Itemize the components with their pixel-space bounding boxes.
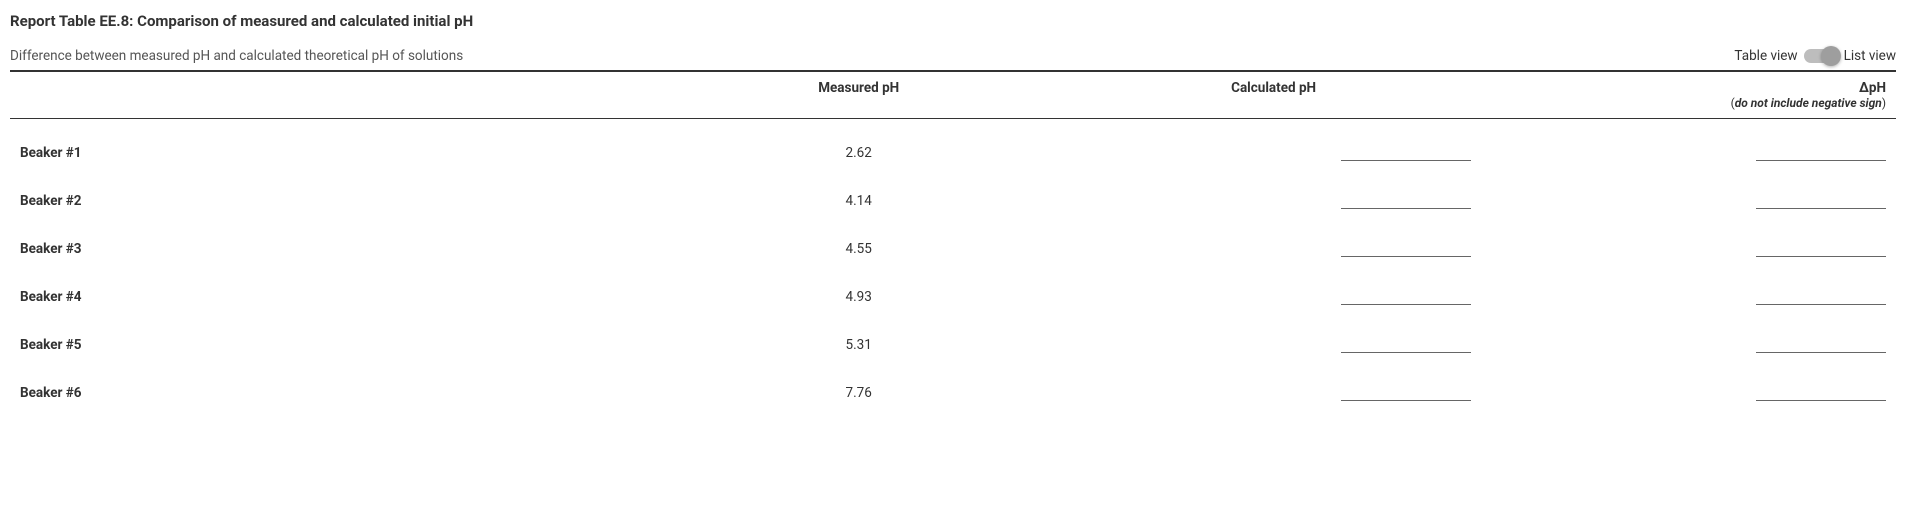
delta-header-note: (do not include negative sign): [1491, 96, 1886, 110]
measured-value: 7.76: [651, 359, 1066, 407]
delta-cell: [1481, 263, 1896, 311]
delta-input[interactable]: [1756, 141, 1886, 161]
view-toggle: Table view List view: [1734, 48, 1896, 64]
table-row: Beaker #34.55: [10, 215, 1896, 263]
calculated-cell: [1066, 167, 1481, 215]
delta-input[interactable]: [1756, 285, 1886, 305]
table-row: Beaker #24.14: [10, 167, 1896, 215]
ph-table: Measured pH Calculated pH ΔpH (do not in…: [10, 70, 1896, 407]
calculated-input[interactable]: [1341, 141, 1471, 161]
col-delta: ΔpH (do not include negative sign): [1481, 71, 1896, 119]
row-label: Beaker #3: [10, 215, 651, 263]
top-row: Difference between measured pH and calcu…: [10, 48, 1896, 64]
table-header-row: Measured pH Calculated pH ΔpH (do not in…: [10, 71, 1896, 119]
report-title: Report Table EE.8: Comparison of measure…: [10, 12, 1896, 30]
delta-cell: [1481, 119, 1896, 168]
delta-input[interactable]: [1756, 237, 1886, 257]
calculated-input[interactable]: [1341, 333, 1471, 353]
delta-header-text: ΔpH: [1859, 80, 1886, 96]
delta-input[interactable]: [1756, 381, 1886, 401]
measured-value: 4.14: [651, 167, 1066, 215]
calculated-cell: [1066, 359, 1481, 407]
row-label: Beaker #5: [10, 311, 651, 359]
measured-value: 5.31: [651, 311, 1066, 359]
list-view-label: List view: [1844, 48, 1896, 64]
calculated-cell: [1066, 311, 1481, 359]
table-row: Beaker #55.31: [10, 311, 1896, 359]
row-label: Beaker #6: [10, 359, 651, 407]
report-subtitle: Difference between measured pH and calcu…: [10, 48, 463, 64]
measured-value: 4.93: [651, 263, 1066, 311]
delta-cell: [1481, 311, 1896, 359]
col-calculated: Calculated pH: [1066, 71, 1481, 119]
measured-value: 2.62: [651, 119, 1066, 168]
calculated-cell: [1066, 119, 1481, 168]
switch-knob: [1821, 46, 1841, 66]
calculated-cell: [1066, 215, 1481, 263]
col-measured: Measured pH: [651, 71, 1066, 119]
calculated-cell: [1066, 263, 1481, 311]
table-row: Beaker #44.93: [10, 263, 1896, 311]
delta-cell: [1481, 359, 1896, 407]
calculated-input[interactable]: [1341, 189, 1471, 209]
measured-value: 4.55: [651, 215, 1066, 263]
table-view-label: Table view: [1734, 48, 1797, 64]
calculated-input[interactable]: [1341, 381, 1471, 401]
table-body: Beaker #12.62Beaker #24.14Beaker #34.55B…: [10, 119, 1896, 408]
delta-input[interactable]: [1756, 189, 1886, 209]
table-row: Beaker #12.62: [10, 119, 1896, 168]
calculated-input[interactable]: [1341, 285, 1471, 305]
row-label: Beaker #2: [10, 167, 651, 215]
delta-input[interactable]: [1756, 333, 1886, 353]
row-label: Beaker #4: [10, 263, 651, 311]
delta-cell: [1481, 167, 1896, 215]
delta-cell: [1481, 215, 1896, 263]
calculated-input[interactable]: [1341, 237, 1471, 257]
col-blank: [10, 71, 651, 119]
table-row: Beaker #67.76: [10, 359, 1896, 407]
row-label: Beaker #1: [10, 119, 651, 168]
view-toggle-switch[interactable]: [1804, 49, 1838, 63]
